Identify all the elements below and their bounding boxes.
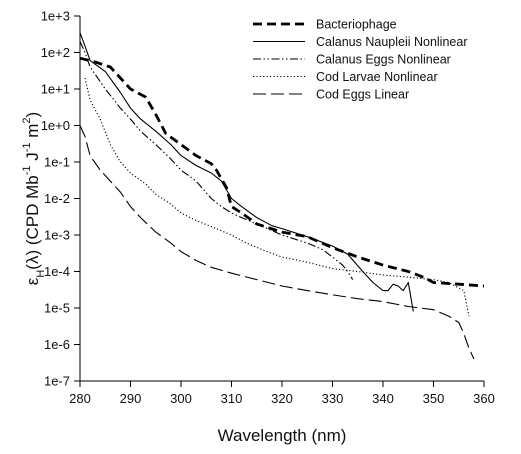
y-tick-label: 1e+2 — [41, 45, 70, 60]
y-tick-label: 1e+0 — [41, 118, 70, 133]
y-axis-title-part: H — [35, 270, 47, 278]
y-axis-title-part: -1 — [21, 165, 33, 175]
y-axis-title-part: m — [23, 124, 42, 143]
series-line-1 — [79, 56, 485, 288]
y-tick-label: 1e+1 — [41, 82, 70, 97]
axes: 280 290 300 310 320 330 340 350 360 1e-7 1e-6 1e-5 1… — [41, 9, 495, 407]
y-tick-label: 1e-3 — [44, 228, 70, 243]
y-axis-title-part: 2 — [21, 117, 33, 123]
y-axis-title-part: ε — [23, 277, 42, 285]
legend-label-2: Calanus Naupleii Nonlinear — [316, 35, 467, 49]
y-tick-label: 1e-5 — [44, 301, 70, 316]
x-tick-label: 330 — [322, 391, 344, 406]
y-tick-label: 1e+3 — [41, 9, 70, 24]
legend-label-4: Cod Larvae Nonlinear — [316, 70, 438, 84]
y-axis-title-part: -1 — [21, 142, 33, 152]
x-tick-label: 280 — [69, 391, 91, 406]
x-tick-label: 310 — [221, 391, 243, 406]
x-tick-label: 340 — [372, 391, 394, 406]
y-axis-title-part: ) — [23, 112, 42, 118]
series-line-2 — [79, 32, 414, 312]
series-line-4 — [84, 77, 470, 317]
y-axis-title-part: (λ) (CPD Mb — [23, 175, 42, 269]
plot-series — [79, 32, 485, 360]
series-line-5 — [79, 125, 475, 360]
x-tick-label: 360 — [473, 391, 495, 406]
y-tick-label: 1e-1 — [44, 155, 70, 170]
x-tick-label: 320 — [271, 391, 293, 406]
y-tick-label: 1e-7 — [44, 374, 70, 389]
series-line-3 — [79, 41, 354, 280]
y-axis-title: εH(λ) (CPD Mb-1 J-1 m2) — [21, 112, 47, 285]
legend-label-1: Bacteriophage — [316, 18, 397, 32]
legend: Bacteriophage Calanus Naupleii Nonlinear C… — [253, 18, 467, 102]
x-tick-label: 350 — [423, 391, 445, 406]
y-tick-label: 1e-6 — [44, 337, 70, 352]
x-tick-label: 300 — [170, 391, 192, 406]
y-tick-label: 1e-4 — [44, 264, 70, 279]
legend-label-5: Cod Eggs Linear — [316, 88, 409, 102]
x-axis-title: Wavelength (nm) — [218, 426, 347, 445]
x-tick-label: 290 — [120, 391, 142, 406]
y-axis-title-part: J — [23, 152, 42, 165]
legend-label-3: Calanus Eggs Nonlinear — [316, 53, 451, 67]
y-tick-label: 1e-2 — [44, 191, 70, 206]
